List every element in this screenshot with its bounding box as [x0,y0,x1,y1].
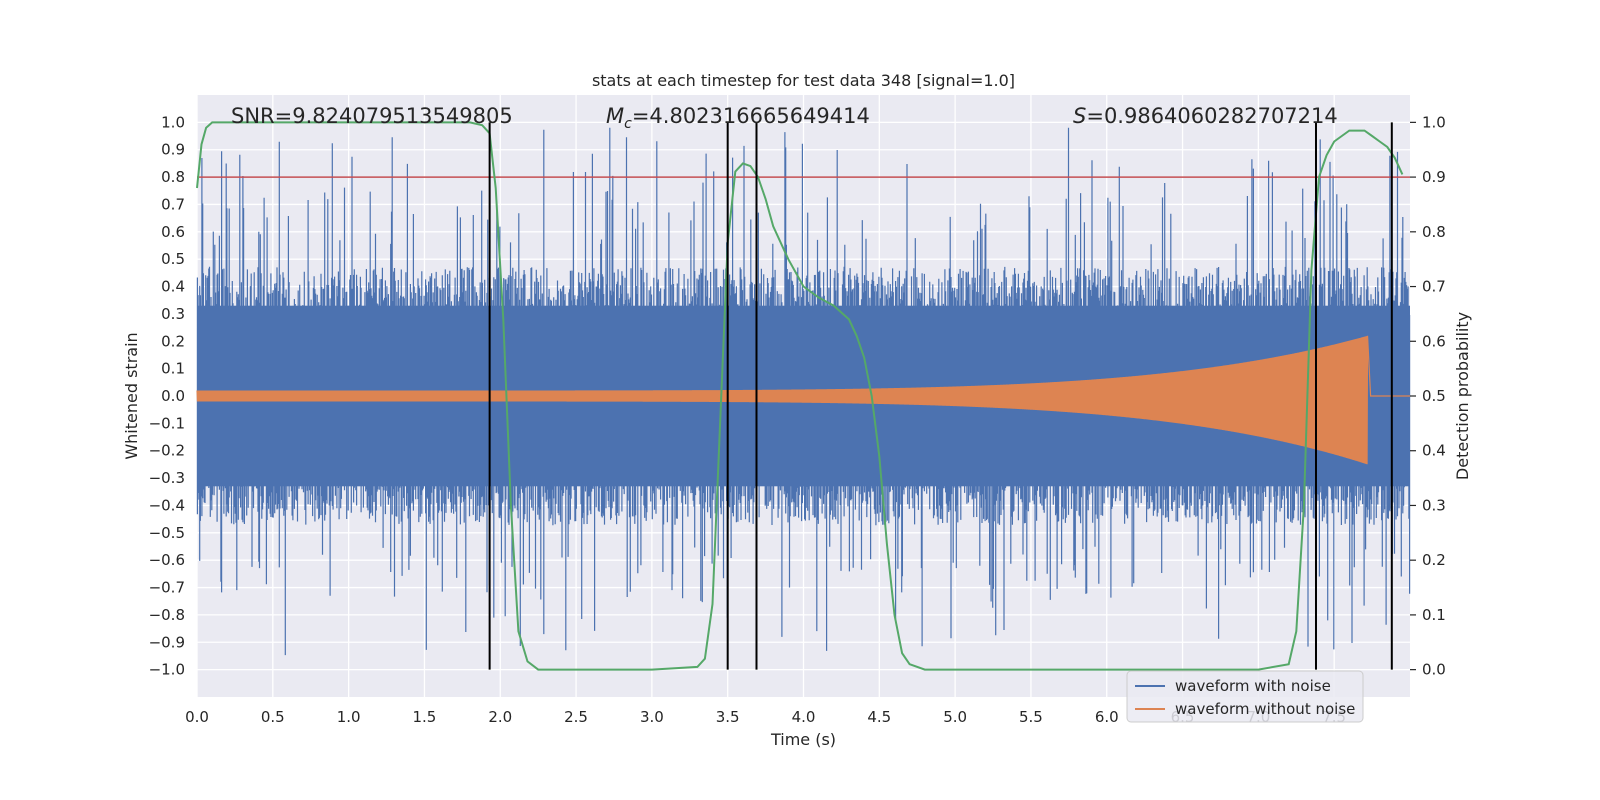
y-tick-label: −0.6 [149,551,185,569]
y-right-tick-label: 1.0 [1422,113,1446,131]
y-right-tick-label: 0.5 [1422,387,1446,405]
x-tick-label: 5.5 [1019,708,1043,726]
y-right-tick-label: 0.7 [1422,278,1446,296]
vertical-markers [488,122,1393,670]
y-tick-label: −0.5 [149,524,185,542]
x-tick-label: 0.5 [261,708,285,726]
y-tick-label: 0.3 [161,305,185,323]
x-tick-label: 4.0 [792,708,816,726]
y-right-tick-label: 0.0 [1422,661,1446,679]
annotation-snr: SNR=9.824079513549805 [231,104,513,128]
y-right-tick-label: 0.1 [1422,606,1446,624]
y-tick-label: −0.4 [149,496,185,514]
annotation-chirp-mass-subscript: c [624,116,632,132]
y-tick-label: −0.8 [149,606,185,624]
y-axis-ticks: 1.0 0.9 0.8 0.7 0.6 0.5 0.4 0.3 0.2 0.1 0.0 −0.1 −0.… [149,113,185,678]
y-tick-label: 0.4 [161,278,185,296]
y-tick-label: 0.5 [161,250,185,268]
x-tick-label: 2.5 [564,708,588,726]
x-tick-label: 3.0 [640,708,664,726]
y-tick-label: −0.3 [149,469,185,487]
y-tick-label: 1.0 [161,113,185,131]
y-tick-label: −1.0 [149,661,185,679]
x-tick-label: 4.5 [867,708,891,726]
y-axis-label: Whitened strain [122,332,141,459]
clean-waveform-line [196,335,1410,465]
x-axis-label: Time (s) [770,730,836,749]
y-tick-label: 0.2 [161,332,185,350]
x-tick-label: 3.5 [716,708,740,726]
x-tick-label: 6.0 [1095,708,1119,726]
annotation-chirp-mass: Mc=4.802316665649414 [606,104,870,132]
y-tick-label: 0.7 [161,195,185,213]
x-tick-label: 1.5 [413,708,437,726]
legend-label-waveform-with-noise: waveform with noise [1175,677,1331,695]
annotation-chirp-mass-symbol: M [606,104,624,128]
y-right-tick-label: 0.9 [1422,168,1446,186]
y-right-tick-label: 0.4 [1422,442,1446,460]
annotation-chirp-mass-value: =4.802316665649414 [632,104,870,128]
series-waveform-without-noise [196,335,1410,465]
legend: waveform with noise waveform without noi… [1126,670,1364,723]
y-tick-label: −0.1 [149,414,185,432]
y-right-tick-label: 0.6 [1422,332,1446,350]
annotation-s: S=0.9864060282707214 [1073,104,1338,128]
x-tick-label: 5.0 [943,708,967,726]
y-right-axis-ticks: 1.0 0.9 0.8 0.7 0.6 0.5 0.4 0.3 0.2 0.1 0.0 [1410,113,1446,679]
y-tick-label: 0.9 [161,141,185,159]
x-tick-label: 2.0 [488,708,512,726]
annotation-s-symbol: S [1073,104,1086,128]
legend-box [1126,670,1364,723]
y-tick-label: −0.9 [149,633,185,651]
y-tick-label: 0.8 [161,168,185,186]
annotation-s-value: =0.9864060282707214 [1086,104,1337,128]
y-tick-label: −0.2 [149,442,185,460]
legend-label-waveform-without-noise: waveform without noise [1175,700,1355,718]
y-tick-label: 0.0 [161,387,185,405]
y-right-tick-label: 0.3 [1422,496,1446,514]
y-tick-label: −0.7 [149,579,185,597]
chart-title: stats at each timestep for test data 348… [592,71,1015,90]
y-tick-label: 0.1 [161,360,185,378]
x-tick-label: 1.0 [337,708,361,726]
y-right-tick-label: 0.2 [1422,551,1446,569]
y-right-axis-label: Detection probability [1453,312,1472,480]
y-right-tick-label: 0.8 [1422,223,1446,241]
y-tick-label: 0.6 [161,223,185,241]
x-tick-label: 0.0 [185,708,209,726]
